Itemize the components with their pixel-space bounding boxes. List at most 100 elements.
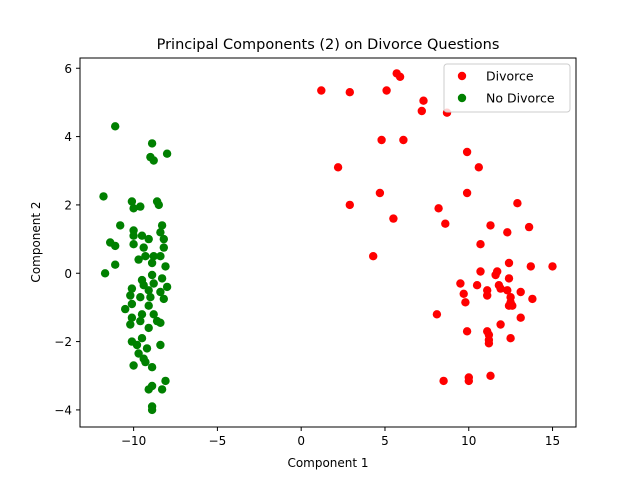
chart-title: Principal Components (2) on Divorce Ques… (157, 37, 500, 53)
y-tick-label: 6 (64, 62, 72, 76)
data-point (399, 135, 408, 145)
data-point (162, 149, 172, 158)
data-point (417, 106, 426, 116)
data-point (395, 72, 405, 82)
x-axis-label: Component 1 (287, 456, 368, 470)
data-point (111, 260, 120, 269)
data-point (141, 252, 150, 261)
data-point (144, 301, 153, 310)
x-tick-label: 0 (297, 434, 305, 448)
x-tick-label: 10 (461, 434, 476, 448)
data-point (154, 200, 163, 210)
data-point (132, 340, 142, 350)
data-point (136, 316, 145, 326)
data-point (147, 270, 157, 280)
data-point (472, 281, 482, 290)
data-point (129, 361, 138, 370)
data-point (516, 287, 525, 297)
data-point (146, 293, 155, 302)
legend-marker (457, 71, 467, 81)
data-point (476, 240, 485, 249)
legend: Divorce No Divorce (443, 63, 571, 113)
axes-frame (79, 57, 577, 428)
data-point (474, 163, 483, 172)
y-axis-ticks: −4 −2 0 2 4 6 (54, 62, 80, 417)
data-point (159, 243, 168, 252)
data-point (496, 320, 505, 329)
data-point (157, 221, 167, 230)
data-point (419, 96, 428, 105)
data-point (456, 279, 465, 288)
data-point (432, 310, 442, 319)
data-point (129, 240, 138, 249)
series-divorce (317, 69, 557, 386)
x-tick-label: 15 (545, 434, 560, 448)
data-point (161, 376, 170, 386)
plot-area (99, 69, 557, 415)
data-point (144, 323, 153, 333)
data-point (375, 188, 385, 198)
data-point (464, 376, 473, 386)
data-point (136, 202, 145, 211)
data-point (147, 405, 157, 415)
data-point (144, 385, 153, 394)
data-point (484, 339, 494, 348)
data-point (508, 301, 517, 310)
data-point (161, 262, 170, 271)
x-axis-ticks: −10 −5 0 5 10 15 (121, 427, 560, 448)
y-axis-label: Component 2 (29, 201, 43, 282)
y-tick-label: −4 (54, 403, 72, 417)
legend-marker (457, 93, 467, 103)
data-point (136, 293, 145, 302)
data-point (513, 199, 522, 208)
data-point (134, 349, 143, 358)
data-point (503, 228, 512, 237)
data-point (127, 299, 137, 309)
data-point (156, 340, 165, 350)
x-tick-label: −5 (209, 434, 227, 448)
data-point (127, 284, 137, 293)
data-point (317, 86, 326, 95)
data-point (369, 252, 378, 261)
data-point (528, 294, 537, 304)
data-point (149, 310, 158, 319)
data-point (127, 197, 137, 206)
data-point (121, 304, 130, 314)
data-point (111, 241, 120, 251)
data-point (111, 122, 120, 131)
data-point (142, 344, 152, 353)
data-point (333, 163, 343, 172)
data-point (144, 234, 153, 244)
data-point (156, 318, 165, 327)
y-tick-label: 4 (64, 130, 72, 144)
data-point (461, 298, 470, 307)
x-tick-label: −10 (121, 434, 146, 448)
data-point (157, 274, 167, 283)
data-point (459, 289, 468, 298)
data-point (516, 313, 525, 322)
data-point (139, 243, 148, 252)
data-point (137, 231, 147, 240)
legend-label: Divorce (486, 69, 534, 84)
data-point (100, 269, 110, 278)
data-point (126, 320, 135, 329)
data-point (157, 385, 167, 394)
data-point (389, 214, 398, 223)
data-point (491, 270, 500, 280)
data-point (377, 135, 386, 145)
data-point (524, 222, 534, 232)
data-point (147, 363, 157, 372)
data-point (496, 284, 505, 293)
y-tick-label: −2 (54, 335, 72, 349)
data-point (129, 204, 138, 213)
data-point (129, 231, 138, 240)
data-point (345, 88, 354, 97)
data-point (504, 274, 514, 283)
data-point (382, 86, 391, 95)
data-point (345, 200, 354, 210)
data-point (156, 287, 165, 297)
data-point (99, 192, 108, 201)
data-point (137, 310, 147, 319)
data-point (462, 327, 472, 336)
data-point (147, 139, 157, 148)
